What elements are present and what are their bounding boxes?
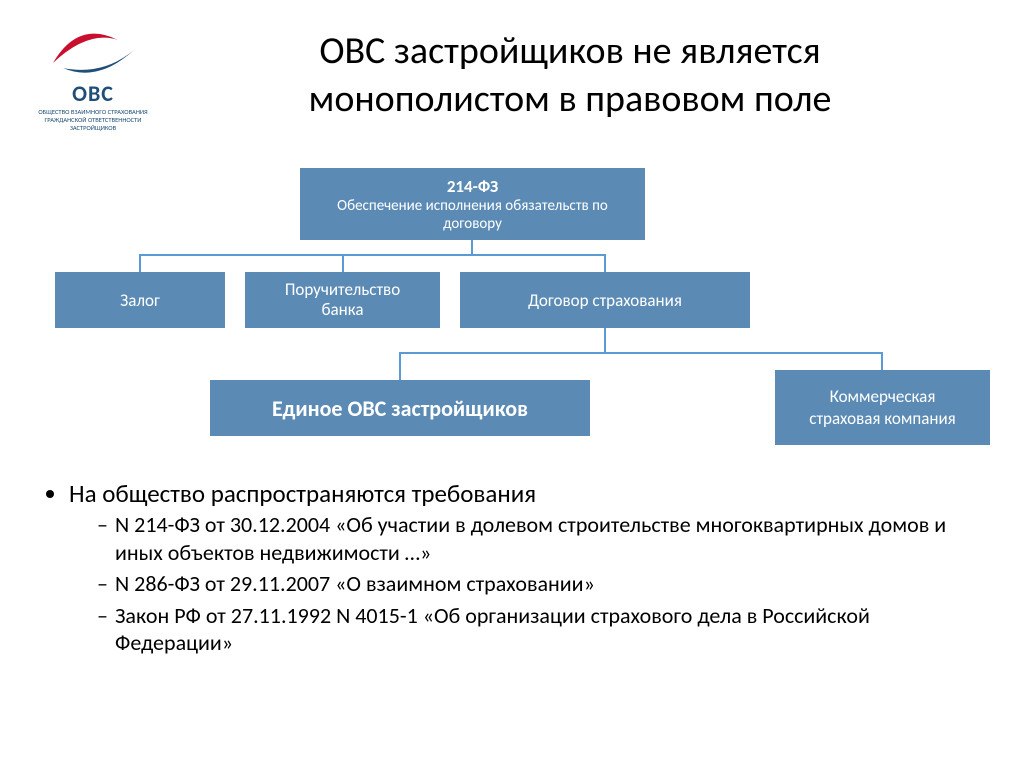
- connector: [139, 254, 141, 272]
- connector: [604, 328, 606, 352]
- connector: [604, 254, 606, 272]
- node-zalog: Залог: [55, 272, 225, 328]
- connector: [881, 352, 883, 370]
- org-chart: 214-ФЗОбеспечение исполнения обязательст…: [20, 168, 1000, 448]
- node-ovs: Единое ОВС застройщиков: [210, 380, 590, 436]
- bullet-main: На общество распространяются требования …: [69, 478, 965, 657]
- connector: [471, 240, 473, 254]
- connector: [139, 254, 606, 256]
- logo: ОВС ОБЩЕСТВО ВЗАИМНОГО СТРАХОВАНИЯ ГРАЖД…: [28, 28, 158, 132]
- bullet-sub: N 214-ФЗ от 30.12.2004 «Об участии в дол…: [97, 511, 965, 566]
- node-root: 214-ФЗОбеспечение исполнения обязательст…: [300, 168, 645, 240]
- logo-swoosh-icon: [48, 28, 138, 78]
- bullet-list: На общество распространяются требования …: [45, 478, 965, 661]
- bullet-sub: N 286-ФЗ от 29.11.2007 «О взаимном страх…: [97, 570, 965, 598]
- logo-acronym: ОВС: [28, 80, 158, 107]
- bullet-sub: Закон РФ от 27.11.1992 N 4015-1 «Об орга…: [97, 602, 965, 657]
- logo-subtitle: ОБЩЕСТВО ВЗАИМНОГО СТРАХОВАНИЯ ГРАЖДАНСК…: [28, 109, 158, 132]
- connector: [399, 352, 883, 354]
- connector: [399, 352, 401, 380]
- node-kom: Коммерческаястраховая компания: [775, 370, 990, 445]
- node-dogovor: Договор страхования: [460, 272, 750, 328]
- node-bank: Поручительствобанка: [245, 272, 440, 328]
- connector: [342, 254, 344, 272]
- slide-title: ОВС застройщиков не является монополисто…: [200, 28, 940, 123]
